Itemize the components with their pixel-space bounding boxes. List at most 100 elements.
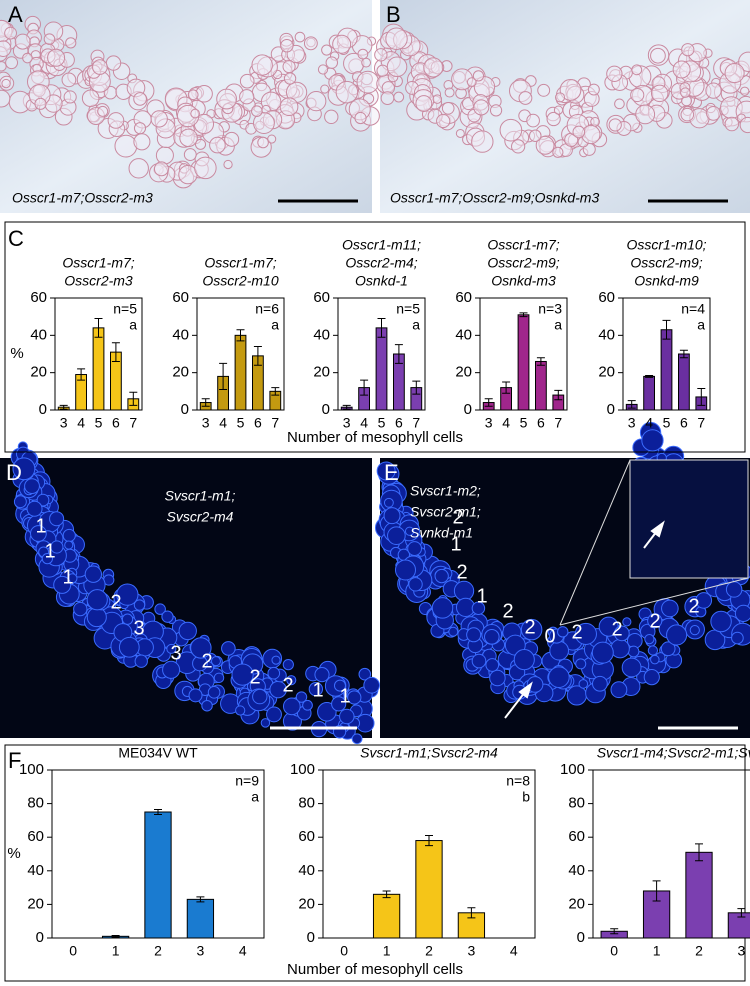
cell xyxy=(610,681,628,699)
group-letter: a xyxy=(554,317,562,333)
group-letter: a xyxy=(129,317,137,333)
cell xyxy=(681,43,695,57)
error-bar xyxy=(554,389,563,401)
x-tick-label: 5 xyxy=(378,415,386,431)
cell xyxy=(153,161,169,177)
cell-count: 3 xyxy=(133,617,144,639)
cell xyxy=(644,633,655,645)
cell xyxy=(415,95,433,112)
cell xyxy=(62,528,76,543)
cell xyxy=(221,641,236,656)
error-bar xyxy=(737,908,746,918)
cell xyxy=(207,686,221,699)
cell xyxy=(223,159,233,170)
x-tick-label: 6 xyxy=(680,415,688,431)
cell xyxy=(552,146,564,158)
cell xyxy=(252,688,268,705)
chart-title: Svscr1-m1;Svscr2-m4 xyxy=(360,745,498,761)
cell xyxy=(194,156,217,180)
cell xyxy=(34,97,47,110)
cell xyxy=(266,706,282,723)
cell xyxy=(24,478,40,495)
cell xyxy=(14,33,31,50)
cell xyxy=(162,660,181,679)
cell xyxy=(133,122,147,135)
cell xyxy=(385,27,408,50)
x-tick-label: 1 xyxy=(653,943,661,959)
annotation: n=8 xyxy=(506,773,530,789)
cell xyxy=(251,105,263,117)
x-tick-label: 2 xyxy=(154,943,162,959)
cell xyxy=(606,65,623,82)
cell-count: 2 xyxy=(110,591,121,613)
bar xyxy=(643,375,655,411)
cell xyxy=(734,604,750,623)
error-bar xyxy=(484,398,493,407)
error-bar xyxy=(154,808,162,816)
error-bar xyxy=(196,896,205,903)
cell xyxy=(50,540,64,554)
error-bar xyxy=(394,344,403,364)
cell-count: 2 xyxy=(282,674,293,696)
cell xyxy=(213,672,225,684)
x-tick-label: 4 xyxy=(645,415,653,431)
cell xyxy=(725,581,743,598)
cell-count: 0 xyxy=(544,625,555,647)
y-tick-label: 0 xyxy=(39,401,47,418)
cell xyxy=(393,91,405,103)
cell xyxy=(578,679,589,689)
error-bar xyxy=(467,907,476,919)
cell xyxy=(448,626,459,637)
y-tick-label: 40 xyxy=(568,862,585,879)
cell-count: 1 xyxy=(476,585,487,607)
caption: Svscr2-m1; xyxy=(410,504,481,520)
cell xyxy=(209,136,226,154)
cell xyxy=(194,138,207,150)
cell xyxy=(314,667,330,683)
cell xyxy=(441,101,455,115)
y-tick-label: 40 xyxy=(313,326,330,343)
chart-title: Osscr1-m7; xyxy=(62,255,134,271)
cell xyxy=(466,627,482,643)
cell xyxy=(431,597,454,619)
cell xyxy=(383,507,401,525)
x-tick-label: 3 xyxy=(738,943,746,959)
bar xyxy=(685,851,713,939)
cell xyxy=(455,128,465,138)
x-tick-label: 0 xyxy=(69,943,77,959)
cell xyxy=(86,607,107,628)
x-tick-label: 6 xyxy=(112,415,120,431)
error-bar xyxy=(360,379,369,396)
y-tick-label: 60 xyxy=(568,828,585,845)
error-bar xyxy=(111,934,120,938)
cell xyxy=(271,655,281,665)
cell xyxy=(666,624,688,646)
cell xyxy=(43,33,56,45)
cell xyxy=(114,134,138,158)
cell xyxy=(706,105,721,121)
caption: Osscr1-m7;Osscr2-m9;Osnkd-m3 xyxy=(390,190,599,206)
x-tick-label: 1 xyxy=(112,943,120,959)
cell xyxy=(339,708,355,725)
cell xyxy=(513,649,535,671)
cell xyxy=(471,653,487,669)
cell xyxy=(280,38,294,53)
x-tick-label: 2 xyxy=(695,943,703,959)
cell xyxy=(361,57,372,68)
error-bar xyxy=(627,400,636,409)
cell xyxy=(133,599,146,611)
cell xyxy=(351,733,363,745)
cell xyxy=(705,82,722,99)
bar xyxy=(144,811,172,939)
cell xyxy=(239,73,255,89)
inset-line xyxy=(559,577,749,626)
cell xyxy=(710,610,732,633)
x-tick-label: 1 xyxy=(383,943,391,959)
error-bar xyxy=(59,404,68,410)
cell xyxy=(591,641,614,664)
cell xyxy=(386,56,408,78)
bar xyxy=(535,360,547,411)
panel-f-frame xyxy=(4,744,746,982)
chart-title: Osnkd-m3 xyxy=(491,273,556,289)
